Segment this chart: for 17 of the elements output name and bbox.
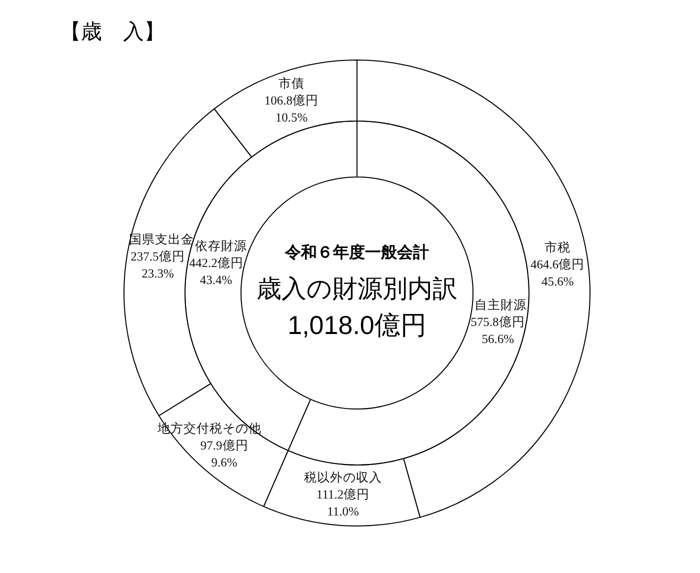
data-label: 237.5億円 23.3% (130, 249, 185, 280)
chart-title: 【歳 入】 (60, 20, 165, 44)
data-label: 464.6億円 45.6% (530, 258, 585, 289)
data-label: 442.2億円 43.4% (189, 256, 244, 287)
slice-label: 依存財源 (194, 238, 247, 253)
text: 令和６年度一般会計 (284, 242, 429, 262)
slice-label: 市債 (278, 76, 304, 91)
data-label: 106.8億円 10.5% (264, 94, 319, 125)
text: 1,018.0億円 (288, 310, 426, 340)
slice-label: 自主財源 (474, 296, 526, 312)
slice-label: 市税 (544, 240, 571, 255)
slice-label: 税以外の収入 (304, 470, 382, 484)
data-label: 97.9億円 9.6% (200, 438, 248, 470)
data-label: 111.2億円 11.0% (316, 487, 370, 518)
data-label: 575.8億円 56.6% (470, 314, 525, 346)
slice-label: 国県支出金 (129, 232, 194, 246)
text: 歳入の財源別内訳 (256, 274, 458, 303)
